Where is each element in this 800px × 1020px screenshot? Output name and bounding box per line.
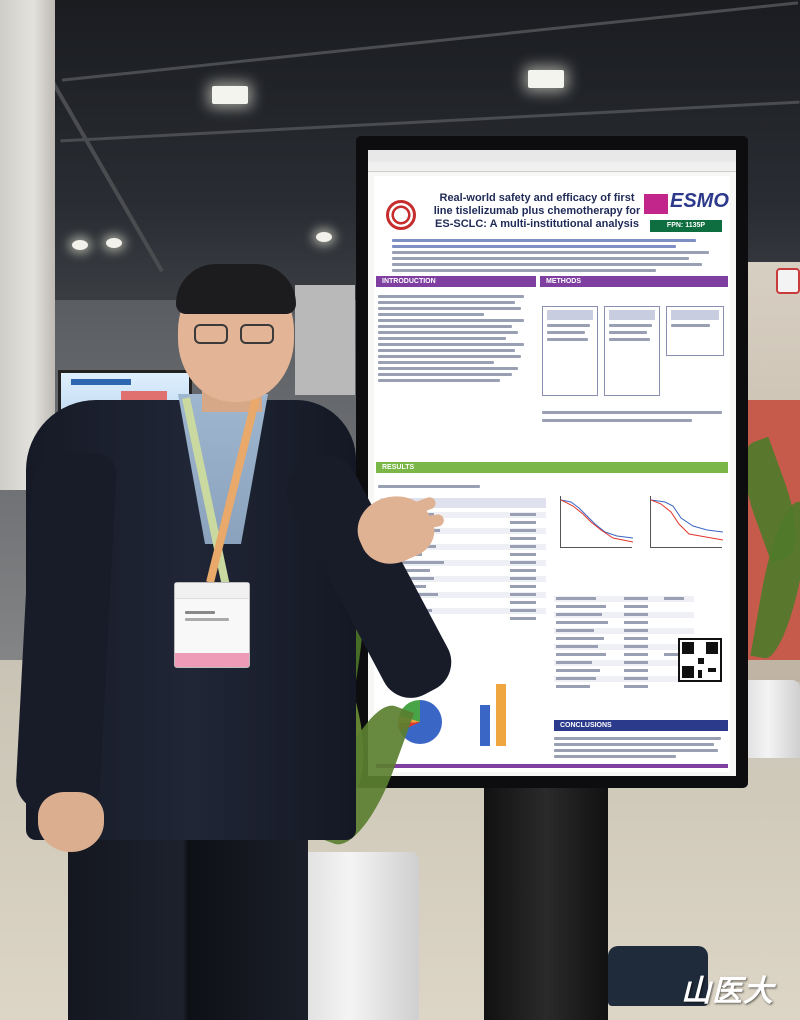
- pillar: [0, 0, 55, 490]
- section-methods: METHODS: [540, 276, 728, 287]
- no-smoking-sign-icon: [776, 268, 800, 294]
- backpack: [608, 946, 708, 1006]
- presenter-left-hand: [38, 792, 104, 852]
- orr-bar: [480, 705, 490, 746]
- esmo-logo: ESMO: [644, 190, 729, 218]
- section-conclusions: CONCLUSIONS: [554, 720, 728, 731]
- poster-title: Real-world safety and efficacy of first …: [433, 192, 641, 231]
- section-introduction: INTRODUCTION: [376, 276, 536, 287]
- poster-footer-bar: [376, 764, 728, 768]
- dcr-bar: [496, 684, 506, 746]
- ceiling-light: [212, 86, 248, 104]
- tablet-url-bar: [368, 162, 736, 172]
- ceiling-spotlight: [72, 240, 88, 250]
- survival-curve-pfs: [650, 496, 723, 548]
- watermark-logo: 山医大: [681, 974, 774, 1009]
- ceiling-light: [528, 70, 564, 88]
- plant-pot: [293, 852, 419, 1020]
- qr-code-icon[interactable]: [678, 638, 722, 682]
- author-list: [392, 236, 722, 272]
- abstract-code-badge: FPN: 1135P: [650, 220, 722, 232]
- conclusions-text: [554, 734, 728, 774]
- introduction-text: [378, 292, 530, 412]
- poster-header: Real-world safety and efficacy of first …: [374, 180, 730, 272]
- methods-diagram: [540, 288, 726, 428]
- presenter: [14, 262, 462, 1020]
- esmo-logo-text: ESMO: [670, 190, 729, 212]
- presenter-hair: [176, 264, 296, 314]
- plant-pot: [742, 680, 800, 758]
- ceiling-spotlight: [316, 232, 332, 242]
- glasses-icon: [194, 324, 280, 346]
- university-logo-icon: [386, 200, 416, 230]
- adverse-events-table: [554, 596, 724, 716]
- background-stand: [295, 285, 355, 395]
- ceiling-spotlight: [106, 238, 122, 248]
- presenter-trousers: [68, 832, 308, 1020]
- response-rate-bars: [474, 676, 514, 746]
- section-results: RESULTS: [376, 462, 728, 473]
- kiosk-stand: [484, 782, 608, 1020]
- tablet-status-bar: [368, 150, 736, 162]
- survival-curve-os: [560, 496, 633, 548]
- name-badge: [174, 582, 250, 668]
